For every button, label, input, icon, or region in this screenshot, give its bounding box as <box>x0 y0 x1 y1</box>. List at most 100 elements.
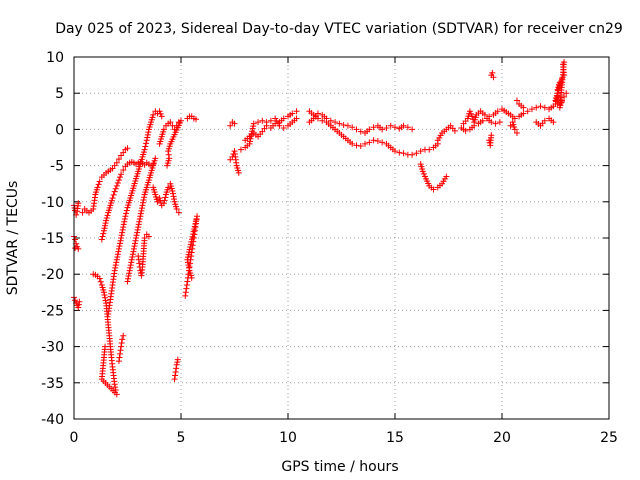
data-point <box>170 193 177 200</box>
data-point <box>127 262 134 269</box>
data-point <box>113 259 120 266</box>
data-point <box>400 150 407 157</box>
data-point <box>357 128 364 135</box>
data-point <box>114 251 121 258</box>
data-point <box>111 188 118 195</box>
data-point <box>125 275 132 282</box>
data-point <box>137 213 144 220</box>
data-point <box>396 149 403 156</box>
data-point <box>104 212 111 219</box>
data-point <box>118 171 125 178</box>
x-axis-label: GPS time / hours <box>281 459 398 475</box>
tick-labels: 0 5 10 15 20 25 -40 -35 -30 -25 -20 -15 -10 -5 0 5 10 <box>41 50 618 446</box>
data-point <box>145 129 152 136</box>
data-point <box>344 122 351 129</box>
data-point <box>541 104 548 111</box>
data-point <box>131 243 138 250</box>
data-point <box>114 179 121 186</box>
data-markers <box>71 59 570 398</box>
data-point <box>115 177 122 184</box>
data-point <box>75 200 82 207</box>
data-point <box>175 209 182 216</box>
data-point <box>123 210 130 217</box>
data-point <box>118 232 125 239</box>
data-point <box>157 110 164 117</box>
data-point <box>128 259 135 266</box>
data-point <box>182 289 189 296</box>
data-point <box>117 350 124 357</box>
data-point <box>280 115 287 122</box>
data-point <box>118 343 125 350</box>
data-point <box>136 260 143 267</box>
data-point <box>172 372 179 379</box>
data-point <box>117 174 124 181</box>
y-tick-label: -40 <box>41 412 64 428</box>
data-point <box>420 170 427 177</box>
data-point <box>97 278 104 285</box>
data-point <box>111 267 118 274</box>
data-point <box>129 251 136 258</box>
data-point <box>332 119 339 126</box>
data-point <box>276 122 283 129</box>
data-point <box>113 256 120 263</box>
x-tick-label: 0 <box>70 430 79 446</box>
x-tick-label: 5 <box>177 430 186 446</box>
data-point <box>135 256 142 263</box>
data-point <box>72 245 79 252</box>
data-point <box>349 124 356 131</box>
y-axis-label: SDTVAR / TECUs <box>5 181 21 296</box>
data-point <box>490 74 497 81</box>
data-point <box>235 169 242 176</box>
data-point <box>143 137 150 144</box>
data-point <box>182 292 189 299</box>
data-point <box>563 90 570 97</box>
data-point <box>135 224 142 231</box>
data-point <box>255 119 262 126</box>
data-point <box>162 194 169 201</box>
data-point <box>188 253 195 260</box>
data-point <box>98 236 105 243</box>
data-point <box>327 117 334 124</box>
data-point <box>263 119 270 126</box>
data-point <box>113 182 120 189</box>
data-point <box>130 245 137 252</box>
data-point <box>370 137 377 144</box>
data-point <box>555 84 562 91</box>
data-point <box>374 137 381 144</box>
data-point <box>451 127 458 134</box>
data-point <box>443 173 450 180</box>
data-point <box>184 259 191 266</box>
data-point <box>116 243 123 250</box>
data-point <box>231 120 238 127</box>
data-point <box>101 292 108 299</box>
data-point <box>191 223 198 230</box>
y-tick-label: -5 <box>50 159 64 175</box>
data-point <box>161 197 168 204</box>
data-point <box>121 218 128 225</box>
chart-title: Day 025 of 2023, Sidereal Day-to-day VTE… <box>55 21 623 37</box>
y-tick-label: -20 <box>41 267 64 283</box>
data-point <box>117 237 124 244</box>
data-point <box>469 113 476 120</box>
data-point <box>120 166 127 173</box>
data-point <box>112 262 119 269</box>
data-point <box>72 297 79 304</box>
data-point <box>102 294 109 301</box>
data-point <box>537 103 544 110</box>
data-point <box>115 358 122 365</box>
data-point <box>140 196 147 203</box>
x-tick-label: 25 <box>600 430 618 446</box>
data-point <box>184 254 191 261</box>
data-point <box>119 336 126 343</box>
data-point <box>481 111 488 118</box>
data-point <box>156 108 163 115</box>
data-point <box>520 104 527 111</box>
data-point <box>496 119 503 126</box>
data-point <box>171 376 178 383</box>
data-point <box>139 202 146 209</box>
data-point <box>122 213 129 220</box>
y-tick-label: 0 <box>55 122 64 138</box>
data-point <box>141 235 148 241</box>
data-point <box>293 115 300 122</box>
